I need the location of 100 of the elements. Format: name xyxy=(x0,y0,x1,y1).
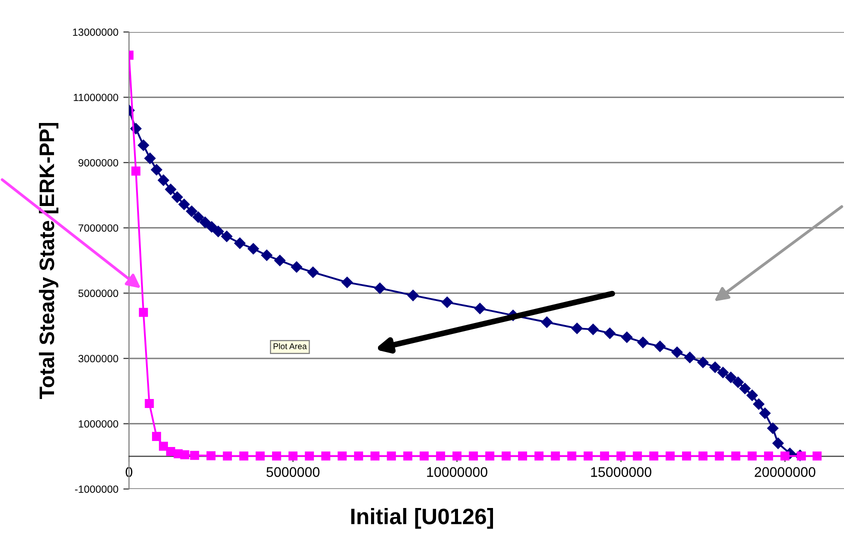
point xyxy=(534,452,544,461)
point xyxy=(158,442,168,451)
point xyxy=(717,366,729,378)
x-tick-label: 15000000 xyxy=(591,467,652,477)
point xyxy=(144,152,156,164)
point xyxy=(152,432,162,441)
point xyxy=(374,282,386,294)
point xyxy=(190,450,200,460)
point xyxy=(288,452,298,461)
point xyxy=(772,438,784,449)
point xyxy=(234,238,246,249)
point xyxy=(732,376,744,388)
point xyxy=(682,452,692,461)
point xyxy=(767,422,778,434)
y-tick-label: 7000000 xyxy=(78,224,118,232)
point xyxy=(780,452,790,461)
point xyxy=(550,452,560,461)
point xyxy=(764,452,774,461)
y-tick-label: 5000000 xyxy=(78,290,118,298)
point xyxy=(637,336,649,348)
point xyxy=(649,452,658,461)
point xyxy=(150,164,162,176)
point xyxy=(239,452,248,461)
x-tick-label: 10000000 xyxy=(427,467,488,477)
point xyxy=(753,398,764,410)
annotation: Plot Area xyxy=(274,343,307,350)
point xyxy=(206,221,218,232)
point xyxy=(541,316,552,328)
y-tick-label: 9000000 xyxy=(78,159,118,166)
point xyxy=(632,452,642,461)
point xyxy=(714,452,724,461)
point xyxy=(272,452,282,461)
point xyxy=(567,452,576,461)
point xyxy=(307,266,319,278)
point xyxy=(386,452,396,461)
x-tick-label: 20000000 xyxy=(754,467,816,477)
point xyxy=(600,452,610,461)
point xyxy=(452,452,462,461)
point xyxy=(621,332,632,343)
point xyxy=(518,452,528,461)
point xyxy=(144,398,154,408)
point xyxy=(502,452,511,461)
point xyxy=(256,452,265,461)
point xyxy=(138,140,150,151)
y-tick-label: 13000000 xyxy=(73,28,118,36)
point xyxy=(709,362,721,373)
x-tick-label: 5000000 xyxy=(266,467,320,477)
point xyxy=(172,192,183,203)
point xyxy=(221,230,232,242)
point xyxy=(180,450,190,460)
y-tick-label: -1000000 xyxy=(75,486,118,493)
point xyxy=(671,346,683,358)
point xyxy=(697,356,709,368)
point xyxy=(212,226,224,238)
point xyxy=(485,452,494,461)
point xyxy=(321,452,330,461)
point xyxy=(354,452,364,461)
point xyxy=(587,324,599,335)
point xyxy=(812,452,822,461)
point xyxy=(698,452,708,461)
point xyxy=(725,372,736,383)
point xyxy=(290,261,302,273)
point xyxy=(206,451,216,460)
point xyxy=(199,216,211,228)
x-axis-title: Initial [U0126] xyxy=(351,508,494,529)
point xyxy=(186,206,198,217)
point xyxy=(474,302,486,314)
point xyxy=(436,452,446,461)
point xyxy=(403,452,412,461)
point xyxy=(604,328,616,339)
y-axis-title: Total Steady State [ERK-PP] xyxy=(38,122,58,399)
point xyxy=(571,322,583,334)
point xyxy=(158,174,170,186)
point xyxy=(407,290,419,302)
point xyxy=(338,452,347,461)
point xyxy=(131,166,140,176)
point xyxy=(731,452,740,461)
point xyxy=(684,352,696,364)
point xyxy=(654,340,666,352)
point xyxy=(261,250,272,261)
point xyxy=(616,452,626,461)
point xyxy=(274,254,286,266)
point xyxy=(748,452,757,461)
point xyxy=(746,390,758,401)
y-tick-label: 1000000 xyxy=(78,420,118,428)
point xyxy=(342,276,353,288)
point xyxy=(666,452,675,461)
point xyxy=(304,452,314,461)
point xyxy=(178,198,190,210)
point xyxy=(584,452,593,461)
point xyxy=(248,243,259,254)
point xyxy=(370,452,380,461)
point xyxy=(420,452,429,461)
point xyxy=(138,308,148,317)
point xyxy=(468,452,478,461)
point xyxy=(192,211,204,223)
point xyxy=(165,184,176,195)
point xyxy=(796,452,806,461)
point xyxy=(759,408,771,419)
point xyxy=(442,296,453,308)
